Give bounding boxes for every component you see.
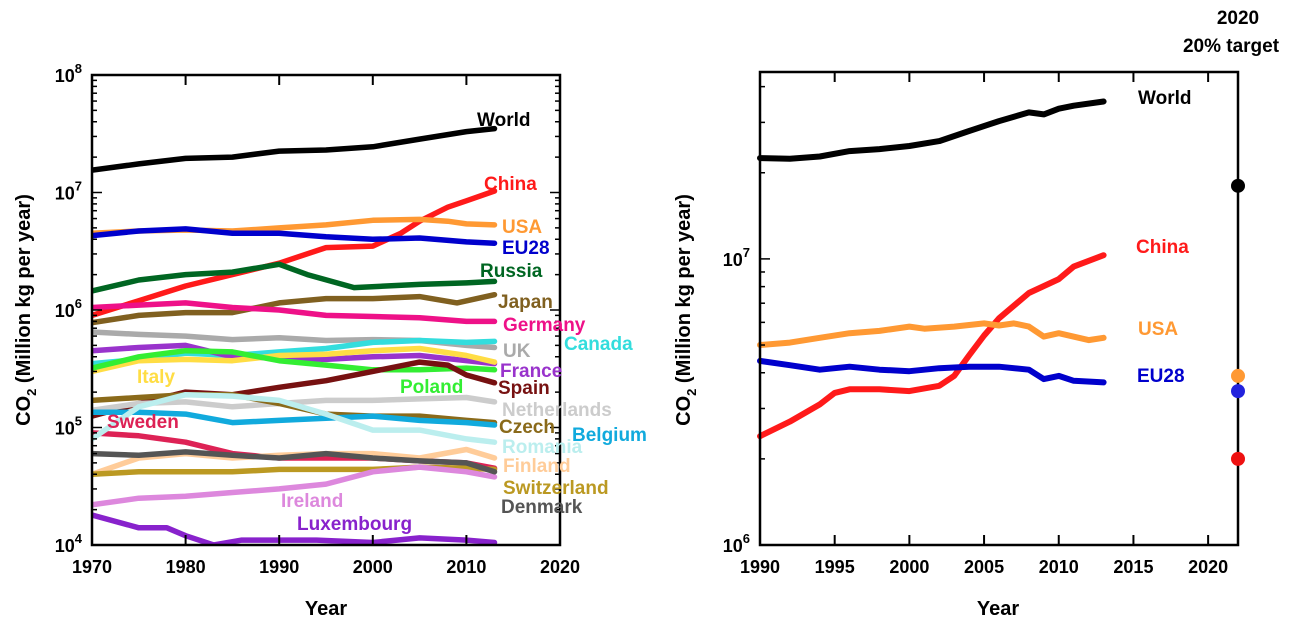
series-label-russia: Russia: [480, 261, 543, 282]
series-label-usa: USA: [502, 217, 542, 238]
right-x-tick-label: 2005: [964, 557, 1004, 577]
left-ticks-group: 1970 1980 1990 2000 2010 2020 104 105 106 107 108: [55, 61, 580, 577]
x-tick-label: 2010: [446, 557, 486, 577]
series-label-world: World: [477, 110, 530, 131]
y-tick-label: 107: [55, 179, 82, 204]
right-series-label-china: China: [1136, 237, 1189, 258]
left-y-axis-label: CO2 (Million kg per year): [13, 194, 39, 426]
series-line-russia: [92, 261, 498, 294]
series-line-ireland: [92, 464, 498, 508]
series-line-germany: [92, 300, 498, 325]
right-x-tick-label: 2000: [889, 557, 929, 577]
right-series-line-eu28: [757, 357, 1107, 386]
right-panel: 1990 1995 2000 2005 2010 2015 2020 106 107 World…: [673, 8, 1280, 620]
series-label-netherlands: Netherlands: [502, 400, 612, 421]
right-plot-frame: [758, 70, 1240, 547]
right-series-line-usa: [757, 320, 1107, 348]
series-line-world: [92, 125, 498, 173]
left-panel: 1970 1980 1990 2000 2010 2020104105106107108 …: [13, 61, 647, 620]
right-ticks-group: 1990 1995 2000 2005 2010 2015 2020 106 107: [723, 72, 1228, 577]
series-label-poland: Poland: [400, 377, 463, 398]
right-series-label-world: World: [1138, 88, 1191, 109]
target-marker-world: [1231, 178, 1245, 193]
y-tick-label: 104: [55, 531, 83, 556]
left-series-group: [92, 125, 498, 545]
right-x-tick-label: 2010: [1039, 557, 1079, 577]
right-series-label-eu28: EU28: [1137, 366, 1185, 387]
x-tick-label: 1980: [166, 557, 206, 577]
series-label-eu28: EU28: [502, 238, 550, 259]
series-label-luxembourg: Luxembourg: [297, 514, 412, 535]
series-line-luxembourg: [92, 512, 498, 545]
series-line-eu28: [92, 226, 498, 246]
series-label-ireland: Ireland: [281, 491, 343, 512]
series-line-poland: [92, 347, 498, 373]
series-label-denmark: Denmark: [501, 497, 583, 518]
series-label-france: France: [500, 361, 562, 382]
series-label-belgium: Belgium: [572, 425, 647, 446]
series-line-china: [92, 188, 498, 319]
target-percent-label: 20% target: [1183, 36, 1280, 57]
series-label-sweden: Sweden: [107, 412, 179, 433]
target-marker-eu28: [1231, 384, 1245, 399]
y-tick-label: 108: [55, 61, 82, 86]
series-label-spain: Spain: [498, 378, 550, 399]
y-tick-label: 105: [55, 414, 82, 439]
series-label-canada: Canada: [564, 334, 633, 355]
right-x-axis-label: Year: [977, 598, 1019, 620]
series-label-finland: Finland: [503, 456, 571, 477]
series-label-uk: UK: [503, 341, 531, 362]
x-tick-label: 2000: [353, 557, 393, 577]
series-label-czech: Czech: [499, 417, 555, 438]
right-y-tick-label: 107: [723, 245, 750, 270]
series-line-france: [92, 342, 498, 367]
series-label-italy: Italy: [137, 367, 175, 388]
series-line-denmark: [92, 449, 498, 475]
x-tick-label: 1970: [72, 557, 112, 577]
series-label-switzerland: Switzerland: [503, 478, 609, 499]
left-x-axis-label: Year: [305, 598, 347, 620]
right-series-line-world: [757, 98, 1107, 162]
series-label-germany: Germany: [503, 315, 586, 336]
right-series-line-china: [757, 252, 1107, 440]
right-x-tick-label: 1990: [740, 557, 780, 577]
right-series-group: [757, 98, 1107, 440]
series-label-romania: Romania: [502, 437, 583, 458]
target-marker-usa: [1231, 368, 1245, 383]
target-year-label: 2020: [1217, 8, 1259, 29]
y-tick-label: 106: [55, 296, 82, 321]
x-tick-label: 1990: [259, 557, 299, 577]
right-series-labels: World China USA EU28: [1136, 88, 1191, 387]
right-x-tick-label: 2020: [1188, 557, 1228, 577]
x-tick-label: 2020: [540, 557, 580, 577]
series-line-romania: [92, 391, 498, 445]
series-label-china: China: [484, 174, 537, 195]
series-line-japan: [92, 291, 498, 326]
right-series-label-usa: USA: [1138, 319, 1178, 340]
series-line-italy: [92, 345, 498, 375]
right-y-tick-label: 106: [723, 531, 750, 556]
target-marker-china: [1231, 451, 1245, 466]
target-markers: [1231, 178, 1245, 466]
series-line-belgium: [92, 409, 498, 428]
right-x-tick-label: 1995: [815, 557, 855, 577]
right-y-axis-label: CO2 (Million kg per year): [673, 194, 699, 426]
right-x-tick-label: 2015: [1113, 557, 1153, 577]
series-label-japan: Japan: [498, 292, 553, 313]
